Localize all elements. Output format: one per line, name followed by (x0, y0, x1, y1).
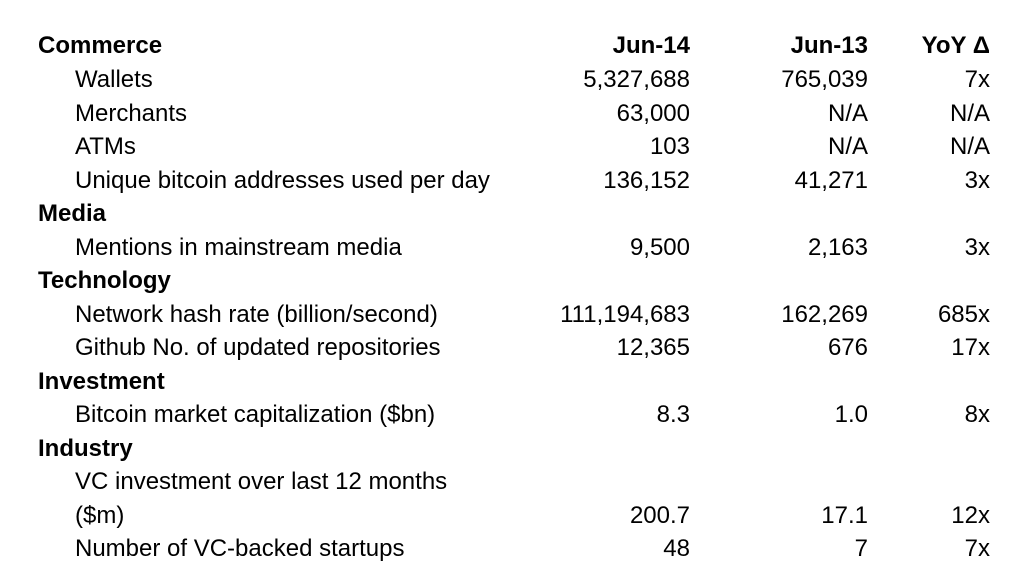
value-jun-14: 9,500 (629, 234, 690, 261)
row-label: Merchants (75, 100, 188, 127)
value-jun-13: 676 (827, 334, 868, 361)
value-jun-14: 8.3 (656, 401, 690, 428)
row-label: Bitcoin market capitalization ($bn) (75, 401, 436, 428)
value-yoy-change: N/A (949, 133, 990, 160)
value-yoy-change: 685x (937, 301, 990, 328)
value-jun-14: 63,000 (616, 100, 690, 127)
value-jun-13: 1.0 (834, 401, 868, 428)
row-label: Wallets (75, 66, 153, 93)
value-yoy-change: 3x (964, 167, 990, 194)
value-jun-14: 103 (649, 133, 690, 160)
row-label: ($m) (75, 502, 125, 529)
section-heading: Media (38, 200, 107, 227)
value-jun-14: 5,327,688 (583, 66, 690, 93)
column-header-jun-13: Jun-13 (790, 32, 868, 59)
column-header-jun-14: Jun-14 (612, 32, 690, 59)
value-jun-13: 7 (854, 535, 868, 562)
value-yoy-change: 12x (951, 502, 990, 529)
value-jun-14: 48 (663, 535, 690, 562)
value-jun-14: 111,194,683 (560, 301, 690, 328)
section-heading: Industry (38, 435, 133, 462)
value-yoy-change: 17x (951, 334, 990, 361)
section-heading-commerce: Commerce (38, 32, 163, 59)
value-yoy-change: 7x (964, 66, 990, 93)
value-jun-13: 2,163 (807, 234, 868, 261)
row-label: Network hash rate (billion/second) (75, 301, 438, 328)
value-jun-13: N/A (827, 100, 868, 127)
value-yoy-change: N/A (949, 100, 990, 127)
value-jun-13: 765,039 (781, 66, 868, 93)
value-jun-14: 12,365 (616, 334, 690, 361)
value-yoy-change: 7x (964, 535, 990, 562)
row-label: Github No. of updated repositories (75, 334, 441, 361)
row-label: ATMs (75, 133, 136, 160)
value-jun-13: N/A (827, 133, 868, 160)
value-jun-14: 200.7 (629, 502, 690, 529)
row-label: Unique bitcoin addresses used per day (75, 167, 490, 194)
value-yoy-change: 3x (964, 234, 990, 261)
column-header-yoy-change: YoY Δ (921, 32, 990, 59)
section-heading: Investment (38, 368, 165, 395)
row-label: Number of VC-backed startups (75, 535, 405, 562)
value-yoy-change: 8x (964, 401, 990, 428)
section-heading: Technology (38, 267, 171, 294)
value-jun-13: 41,271 (794, 167, 868, 194)
value-jun-13: 17.1 (821, 502, 868, 529)
value-jun-13: 162,269 (781, 301, 868, 328)
row-label: VC investment over last 12 months (75, 468, 448, 495)
value-jun-14: 136,152 (603, 167, 690, 194)
row-label: Mentions in mainstream media (75, 234, 402, 261)
